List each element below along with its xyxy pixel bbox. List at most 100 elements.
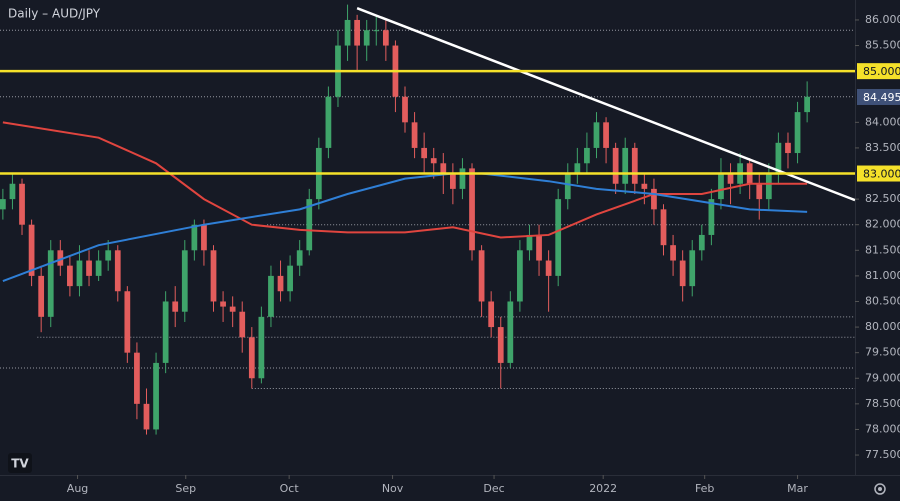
- candle-body: [344, 19, 351, 46]
- candle-body: [38, 275, 45, 317]
- candle-body: [430, 158, 437, 164]
- candle-body: [574, 163, 581, 174]
- trend-line: [356, 7, 856, 202]
- candle-body: [28, 224, 35, 276]
- candle-body: [373, 30, 380, 32]
- candle-body: [612, 147, 619, 184]
- logo: TV: [8, 453, 32, 473]
- candle-body: [488, 301, 495, 328]
- candle-body: [584, 147, 590, 164]
- last-price-label: 84.495: [863, 91, 900, 104]
- candle-body: [268, 275, 274, 317]
- candle-body: [631, 147, 638, 184]
- candle-body: [478, 250, 485, 302]
- candle-body: [354, 19, 360, 46]
- candle-body: [172, 301, 179, 312]
- candle-body: [57, 250, 64, 266]
- candle-body: [459, 168, 466, 189]
- candle-body: [76, 260, 83, 287]
- candle-body: [765, 173, 772, 200]
- candle-body: [86, 260, 92, 276]
- x-tick-label: Sep: [175, 482, 196, 495]
- candle-body: [382, 30, 389, 46]
- candle-body: [421, 147, 428, 159]
- candle-body: [564, 173, 571, 200]
- candle-body: [210, 250, 217, 302]
- level-label: 83.000: [863, 168, 900, 181]
- candle-body: [143, 403, 150, 430]
- candle-body: [201, 224, 207, 251]
- x-tick-label: Aug: [67, 482, 88, 495]
- y-tick-label: 79.500: [865, 346, 900, 359]
- candle-body: [248, 337, 255, 379]
- settings-icon[interactable]: [874, 483, 886, 495]
- candle-body: [536, 234, 542, 261]
- candle-body: [469, 168, 475, 251]
- candle-body: [258, 316, 265, 379]
- candle-body: [651, 188, 657, 210]
- candle-body: [497, 327, 504, 363]
- x-tick-label: Nov: [382, 482, 404, 495]
- y-tick-label: 83.500: [865, 141, 900, 154]
- candle-body: [229, 306, 236, 312]
- candle-body: [181, 250, 188, 312]
- y-tick-label: 82.000: [865, 218, 900, 231]
- moving-average: [2, 121, 808, 239]
- candle-body: [517, 250, 523, 302]
- y-tick-label: 80.500: [865, 294, 900, 307]
- candle-body: [785, 142, 791, 154]
- candle-body: [363, 30, 370, 46]
- candle-body: [756, 183, 763, 200]
- candle-body: [95, 260, 102, 276]
- level-label-box: [857, 165, 900, 182]
- candle-body: [9, 183, 16, 200]
- x-tick-label: 2022: [589, 482, 617, 495]
- candle-body: [67, 265, 73, 287]
- candle-body: [402, 96, 408, 123]
- candle-body: [718, 173, 724, 200]
- candle-body: [277, 275, 284, 292]
- candle-body: [507, 301, 514, 363]
- y-tick-label: 78.500: [865, 397, 900, 410]
- candle-body: [239, 311, 246, 338]
- candle-body: [679, 260, 686, 287]
- candle-body: [526, 234, 533, 251]
- candle-body: [153, 362, 159, 430]
- candle-body: [105, 250, 112, 261]
- candle-body: [698, 234, 705, 251]
- candle-body: [325, 96, 332, 148]
- candle-body: [450, 173, 456, 189]
- last-price-box: [857, 88, 900, 105]
- y-tick-label: 81.000: [865, 269, 900, 282]
- candle-body: [134, 352, 140, 404]
- level-label: 85.000: [863, 65, 900, 78]
- candle-body: [622, 147, 629, 184]
- candle-body: [603, 122, 609, 148]
- y-tick-label: 80.000: [865, 320, 900, 333]
- candle-body: [660, 209, 667, 246]
- candle-body: [794, 112, 801, 154]
- y-tick-label: 77.500: [865, 448, 900, 461]
- x-tick-label: Dec: [483, 482, 504, 495]
- candle-body: [593, 122, 600, 148]
- candle-body: [411, 122, 418, 148]
- candle-body: [306, 199, 313, 251]
- y-tick-label: 86.000: [865, 13, 900, 26]
- candle-body: [220, 301, 226, 307]
- x-tick-label: Oct: [280, 482, 300, 495]
- plot: [0, 4, 856, 435]
- candle-body: [689, 250, 696, 287]
- candle-body: [670, 245, 676, 261]
- level-label-box: [857, 63, 900, 80]
- candle-body: [0, 199, 6, 210]
- chart-title: Daily – AUD/JPY: [8, 7, 101, 21]
- x-tick-label: Mar: [787, 482, 808, 495]
- candle-body: [114, 250, 121, 292]
- candle-body: [124, 291, 131, 353]
- y-tick-label: 79.000: [865, 371, 900, 384]
- candle-body: [162, 301, 169, 363]
- y-tick-label: 85.500: [865, 39, 900, 52]
- candle-body: [545, 260, 552, 276]
